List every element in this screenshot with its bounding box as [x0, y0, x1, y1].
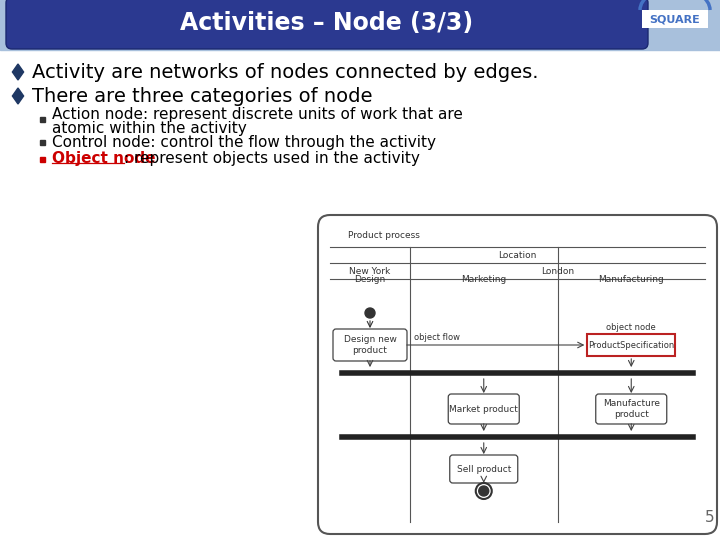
Circle shape — [479, 486, 489, 496]
Text: Product process: Product process — [348, 231, 420, 240]
Text: object node: object node — [606, 323, 656, 333]
Polygon shape — [12, 88, 24, 104]
FancyBboxPatch shape — [449, 394, 519, 424]
Text: Marketing: Marketing — [461, 274, 506, 284]
FancyBboxPatch shape — [595, 394, 667, 424]
Text: There are three categories of node: There are three categories of node — [32, 86, 372, 105]
Text: Control node: control the flow through the activity: Control node: control the flow through t… — [52, 134, 436, 150]
Text: Design new
product: Design new product — [343, 335, 397, 355]
Text: Object node: Object node — [52, 152, 156, 166]
Text: atomic within the activity: atomic within the activity — [52, 120, 247, 136]
Text: Manufacture
product: Manufacture product — [603, 399, 660, 418]
Text: Sell product: Sell product — [456, 464, 511, 474]
FancyBboxPatch shape — [333, 329, 407, 361]
Text: Action node: represent discrete units of work that are: Action node: represent discrete units of… — [52, 107, 463, 123]
Text: Market product: Market product — [449, 404, 518, 414]
Text: object flow: object flow — [414, 333, 460, 341]
FancyBboxPatch shape — [450, 455, 518, 483]
Text: London: London — [541, 267, 574, 275]
Text: 5: 5 — [704, 510, 714, 525]
Polygon shape — [12, 64, 24, 80]
Text: Location: Location — [498, 251, 536, 260]
Text: Design: Design — [354, 274, 386, 284]
Text: ProductSpecification: ProductSpecification — [588, 341, 675, 349]
FancyBboxPatch shape — [6, 0, 648, 49]
FancyBboxPatch shape — [642, 10, 708, 28]
Text: : represent objects used in the activity: : represent objects used in the activity — [124, 152, 419, 166]
Text: Activities – Node (3/3): Activities – Node (3/3) — [181, 11, 474, 35]
Text: SQUARE: SQUARE — [649, 14, 701, 24]
Text: Manufacturing: Manufacturing — [598, 274, 664, 284]
Text: Activity are networks of nodes connected by edges.: Activity are networks of nodes connected… — [32, 63, 539, 82]
Polygon shape — [40, 139, 45, 145]
Polygon shape — [40, 157, 45, 161]
Circle shape — [476, 483, 492, 499]
Polygon shape — [40, 117, 45, 122]
FancyBboxPatch shape — [588, 334, 675, 356]
Text: New York: New York — [349, 267, 391, 275]
Circle shape — [365, 308, 375, 318]
FancyBboxPatch shape — [318, 215, 717, 534]
Polygon shape — [0, 0, 720, 50]
